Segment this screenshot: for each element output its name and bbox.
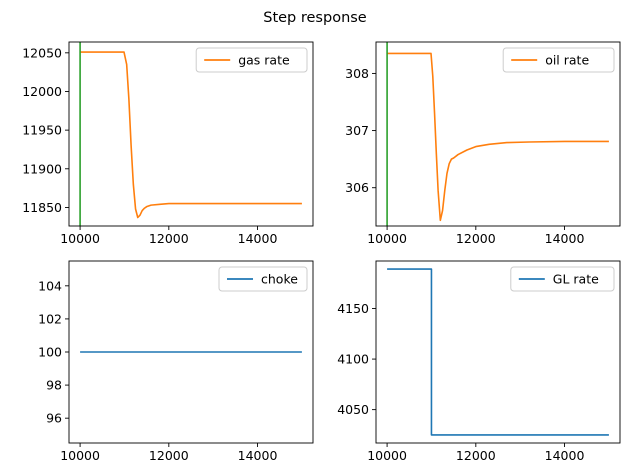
- gas-legend-label: gas rate: [238, 53, 290, 68]
- gas-xtick-0: 10000: [60, 226, 100, 246]
- oil-series-line-0: [387, 52, 609, 222]
- oil-legend-frame: [502, 47, 615, 73]
- oil-xtick-2: 14000: [545, 226, 585, 246]
- choke-ytick-label-0: 96: [46, 411, 62, 426]
- gas-ytick-label-0: 11850: [22, 200, 62, 215]
- gl-xtick-0: 10000: [367, 443, 407, 463]
- gas-xtick-2: 14000: [238, 226, 278, 246]
- choke-legend-frame: [218, 266, 308, 292]
- gl-spines: [375, 260, 621, 444]
- gas-ytick-4: 12050: [22, 45, 69, 60]
- choke-ytick-1: 98: [46, 378, 69, 393]
- gl-ytick-0: 4050: [337, 402, 376, 417]
- choke-xtick-2: 14000: [238, 443, 278, 463]
- gas-plot-area: [69, 42, 313, 226]
- choke-xtick-1: 12000: [149, 443, 189, 463]
- gas-ytick-0: 11850: [22, 200, 69, 215]
- gl-ytick-label-1: 4100: [337, 352, 369, 367]
- choke-ytick-label-2: 100: [38, 345, 62, 360]
- gas-ytick-label-2: 11950: [22, 123, 62, 138]
- figure-title: Step response: [263, 10, 367, 26]
- gas-ytick-1: 11900: [22, 161, 69, 176]
- choke-xtick-label-1: 12000: [149, 448, 189, 463]
- choke-ytick-label-3: 102: [38, 311, 62, 326]
- oil-legend-label: oil rate: [545, 53, 589, 68]
- gl-xtick-1: 12000: [456, 443, 496, 463]
- gas-series-line-0: [80, 51, 302, 219]
- choke-ytick-2: 100: [38, 345, 69, 360]
- gl-ytick-2: 4150: [337, 301, 376, 316]
- oil-spines: [375, 41, 621, 227]
- gas-ytick-2: 11950: [22, 123, 69, 138]
- gas-xtick-label-1: 12000: [149, 231, 189, 246]
- gl-series-line-0: [387, 268, 609, 436]
- gas-ytick-label-1: 11900: [22, 161, 62, 176]
- gas-xtick-label-2: 14000: [238, 231, 278, 246]
- oil-xtick-label-1: 12000: [456, 231, 496, 246]
- oil-xtick-0: 10000: [367, 226, 407, 246]
- choke-xtick-label-2: 14000: [238, 448, 278, 463]
- oil-ytick-label-0: 306: [345, 180, 369, 195]
- choke-ytick-label-4: 104: [38, 278, 62, 293]
- axes-oil-rate: 10000 12000 14000 306 307 308 oil rate: [345, 41, 621, 246]
- gl-xtick-2: 14000: [545, 443, 585, 463]
- gl-xtick-label-2: 14000: [545, 448, 585, 463]
- gas-ytick-3: 12000: [22, 84, 69, 99]
- choke-xtick-label-0: 10000: [60, 448, 100, 463]
- axes-gl-rate: 10000 12000 14000 4050 4100 4150 GL rate: [337, 260, 621, 463]
- oil-legend: oil rate: [502, 47, 615, 73]
- oil-ytick-0: 306: [345, 180, 376, 195]
- choke-xtick-0: 10000: [60, 443, 100, 463]
- choke-ytick-4: 104: [38, 278, 69, 293]
- gl-xtick-label-0: 10000: [367, 448, 407, 463]
- gas-ytick-label-3: 12000: [22, 84, 62, 99]
- oil-ytick-1: 307: [345, 123, 376, 138]
- gas-xtick-label-0: 10000: [60, 231, 100, 246]
- choke-legend: choke: [218, 266, 308, 292]
- gl-legend-label: GL rate: [553, 272, 599, 287]
- axes-gas-rate: 10000 12000 14000 11850 11900 11950 12000 12050…: [22, 41, 314, 246]
- oil-xtick-label-0: 10000: [367, 231, 407, 246]
- gas-legend-frame: [195, 47, 308, 73]
- axes-choke: 10000 12000 14000 96 98 100 102 104 choke: [38, 260, 314, 463]
- gas-xtick-1: 12000: [149, 226, 189, 246]
- gas-ytick-label-4: 12050: [22, 45, 62, 60]
- gl-xtick-label-1: 12000: [456, 448, 496, 463]
- choke-ytick-label-1: 98: [46, 378, 62, 393]
- oil-xtick-1: 12000: [456, 226, 496, 246]
- choke-ytick-0: 96: [46, 411, 69, 426]
- oil-plot-area: [376, 42, 620, 226]
- gas-legend: gas rate: [195, 47, 308, 73]
- gl-legend-frame: [510, 266, 615, 292]
- gl-ytick-label-2: 4150: [337, 301, 369, 316]
- oil-xtick-label-2: 14000: [545, 231, 585, 246]
- gl-ytick-label-0: 4050: [337, 402, 369, 417]
- choke-legend-label: choke: [261, 272, 298, 287]
- oil-ytick-label-1: 307: [345, 123, 369, 138]
- oil-ytick-label-2: 308: [345, 66, 369, 81]
- gas-spines: [68, 41, 314, 227]
- gl-legend: GL rate: [510, 266, 615, 292]
- choke-ytick-3: 102: [38, 311, 69, 326]
- gl-ytick-1: 4100: [337, 352, 376, 367]
- oil-ytick-2: 308: [345, 66, 376, 81]
